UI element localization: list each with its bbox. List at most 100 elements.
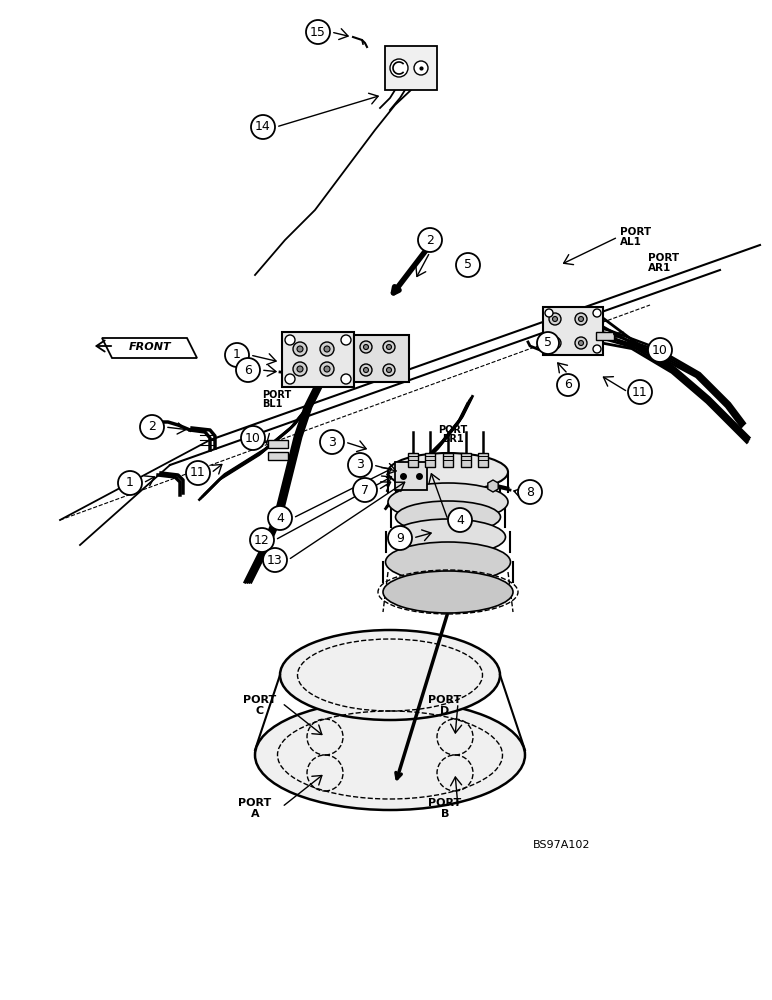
Text: PORT: PORT	[239, 798, 272, 808]
Circle shape	[236, 358, 260, 382]
Text: 1: 1	[126, 477, 134, 489]
Text: 9: 9	[396, 532, 404, 544]
Text: 11: 11	[632, 385, 648, 398]
Text: BR1: BR1	[442, 434, 464, 444]
Text: 2: 2	[426, 233, 434, 246]
Text: 4: 4	[276, 512, 284, 524]
Text: D: D	[440, 706, 449, 716]
Text: 13: 13	[267, 554, 283, 566]
Bar	[408, 453, 418, 467]
Ellipse shape	[383, 571, 513, 613]
Text: 3: 3	[356, 458, 364, 472]
Bar	[385, 46, 437, 90]
Bar	[395, 462, 427, 490]
Circle shape	[306, 20, 330, 44]
Circle shape	[320, 362, 334, 376]
Circle shape	[186, 461, 210, 485]
Bar	[596, 332, 614, 340]
Circle shape	[263, 548, 287, 572]
Circle shape	[341, 335, 351, 345]
Circle shape	[553, 340, 557, 346]
Circle shape	[241, 426, 265, 450]
Circle shape	[628, 380, 652, 404]
Text: PORT: PORT	[620, 227, 651, 237]
Text: 7: 7	[361, 484, 369, 496]
Text: C: C	[256, 706, 264, 716]
Text: B: B	[441, 809, 449, 819]
Circle shape	[364, 367, 368, 372]
Ellipse shape	[391, 519, 506, 555]
Circle shape	[388, 526, 412, 550]
Circle shape	[293, 362, 307, 376]
Circle shape	[545, 309, 553, 317]
Ellipse shape	[395, 501, 500, 533]
Circle shape	[593, 309, 601, 317]
Circle shape	[553, 316, 557, 322]
Circle shape	[297, 346, 303, 352]
Bar	[354, 335, 409, 382]
Text: 3: 3	[328, 436, 336, 448]
Circle shape	[575, 337, 587, 349]
Bar	[478, 453, 488, 467]
Circle shape	[593, 345, 601, 353]
Text: 4: 4	[456, 514, 464, 526]
Text: 6: 6	[564, 378, 572, 391]
Text: 5: 5	[464, 258, 472, 271]
Ellipse shape	[255, 700, 525, 810]
Circle shape	[320, 342, 334, 356]
Circle shape	[387, 367, 391, 372]
Text: AL1: AL1	[620, 237, 642, 247]
Text: 2: 2	[148, 420, 156, 434]
Text: 1: 1	[233, 349, 241, 361]
Circle shape	[360, 364, 372, 376]
Circle shape	[575, 313, 587, 325]
Circle shape	[341, 374, 351, 384]
Circle shape	[324, 346, 330, 352]
Bar	[268, 452, 288, 460]
Circle shape	[297, 366, 303, 372]
Text: 10: 10	[652, 344, 668, 357]
Circle shape	[549, 313, 561, 325]
Circle shape	[348, 453, 372, 477]
Text: A: A	[251, 809, 259, 819]
Text: FRONT: FRONT	[129, 342, 171, 352]
Ellipse shape	[280, 630, 500, 720]
Ellipse shape	[388, 483, 508, 521]
Bar	[543, 307, 603, 355]
Circle shape	[537, 332, 559, 354]
Circle shape	[225, 343, 249, 367]
Text: PORT: PORT	[648, 253, 679, 263]
Circle shape	[557, 374, 579, 396]
Circle shape	[320, 430, 344, 454]
Text: BL1: BL1	[262, 399, 283, 409]
Text: 11: 11	[190, 466, 206, 480]
Text: PORT: PORT	[438, 425, 468, 435]
Circle shape	[383, 364, 395, 376]
Circle shape	[383, 341, 395, 353]
Circle shape	[545, 345, 553, 353]
Circle shape	[293, 342, 307, 356]
Ellipse shape	[385, 542, 510, 582]
Text: BS97A102: BS97A102	[533, 840, 591, 850]
Circle shape	[418, 228, 442, 252]
Circle shape	[268, 506, 292, 530]
Circle shape	[285, 335, 295, 345]
Text: 5: 5	[544, 336, 552, 350]
Bar	[425, 453, 435, 467]
Circle shape	[324, 366, 330, 372]
Circle shape	[578, 316, 584, 322]
Text: 15: 15	[310, 25, 326, 38]
Text: 8: 8	[526, 486, 534, 498]
Text: 10: 10	[245, 432, 261, 444]
Bar	[461, 453, 471, 467]
Bar	[282, 332, 354, 387]
Circle shape	[390, 59, 408, 77]
Text: AR1: AR1	[648, 263, 671, 273]
Polygon shape	[488, 480, 498, 492]
Text: PORT: PORT	[428, 695, 462, 705]
Circle shape	[285, 374, 295, 384]
Bar	[443, 453, 453, 467]
Circle shape	[549, 337, 561, 349]
Text: PORT: PORT	[243, 695, 276, 705]
Text: 12: 12	[254, 534, 270, 546]
